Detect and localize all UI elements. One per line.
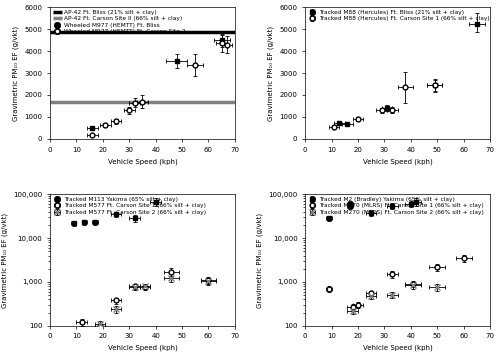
X-axis label: Vehicle Speed (kph): Vehicle Speed (kph)	[362, 345, 432, 352]
Legend: AP-42 Ft. Bliss (21% silt + clay), AP-42 Ft. Carson Site II (66% silt + clay), W: AP-42 Ft. Bliss (21% silt + clay), AP-42…	[52, 9, 187, 35]
Y-axis label: Gravimetric PM₁₀ EF (g/vkt): Gravimetric PM₁₀ EF (g/vkt)	[12, 25, 19, 121]
Y-axis label: Gravimetric PM₁₀ EF (g/vkt): Gravimetric PM₁₀ EF (g/vkt)	[256, 212, 262, 308]
Y-axis label: Gravimetric PM₁₀ EF (g/vkt): Gravimetric PM₁₀ EF (g/vkt)	[268, 25, 274, 121]
X-axis label: Vehicle Speed (kph): Vehicle Speed (kph)	[108, 158, 178, 165]
Legend: Tracked M88 (Hercules) Ft. Bliss (21% silt + clay), Tracked M88 (Hercules) Ft. C: Tracked M88 (Hercules) Ft. Bliss (21% si…	[307, 9, 491, 23]
Legend: Tracked M2 (Bradley) Yakima (65% silt + clay), Tracked M270 (MLRS) Ft. Carson Si: Tracked M2 (Bradley) Yakima (65% silt + …	[307, 196, 485, 216]
Y-axis label: Gravimetric PM₁₀ EF (g/vkt): Gravimetric PM₁₀ EF (g/vkt)	[1, 212, 8, 308]
X-axis label: Vehicle Speed (kph): Vehicle Speed (kph)	[108, 345, 178, 352]
X-axis label: Vehicle Speed (kph): Vehicle Speed (kph)	[362, 158, 432, 165]
Legend: Tracked M113 Yakima (65% silt + clay), Tracked M577 Ft. Carson Site 1 (66% silt : Tracked M113 Yakima (65% silt + clay), T…	[52, 196, 208, 216]
